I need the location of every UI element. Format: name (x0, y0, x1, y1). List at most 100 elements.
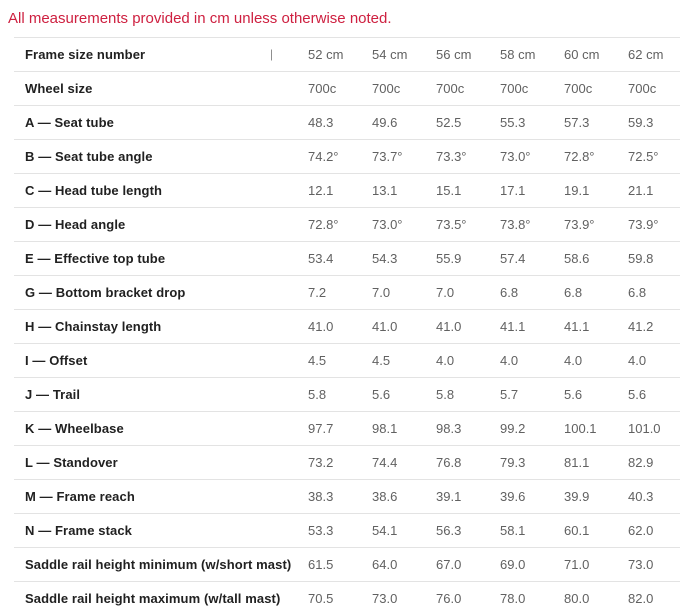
cell-value: 74.4 (372, 455, 398, 470)
row-label: N — Frame stack (25, 523, 132, 538)
cell-value: 53.3 (308, 523, 334, 538)
cell-value: 700c (628, 81, 657, 96)
cell-value: 60.1 (564, 523, 590, 538)
cell-value: 6.8 (564, 285, 583, 300)
cell-value: 67.0 (436, 557, 462, 572)
cell-value: 5.6 (564, 387, 583, 402)
cell-value: 73.0° (500, 149, 531, 164)
cell-value: 100.1 (564, 421, 597, 436)
cell-value: 700c (564, 81, 593, 96)
table-row: I — Offset 4.5 4.5 4.0 4.0 4.0 4.0 (14, 344, 680, 378)
cell-value: 54.3 (372, 251, 398, 266)
cell-value: 70.5 (308, 591, 334, 606)
cell-value: 7.0 (436, 285, 455, 300)
table-row: N — Frame stack 53.3 54.1 56.3 58.1 60.1 62.0 (14, 514, 680, 548)
table-rows: Wheel size 700c 700c 700c 700c 700c 700c A — Se… (14, 72, 680, 612)
table-row: Wheel size 700c 700c 700c 700c 700c 700c (14, 72, 680, 106)
cell-value: 72.8° (308, 217, 339, 232)
cell-value: 4.5 (372, 353, 391, 368)
cell-value: 700c (308, 81, 337, 96)
cell-value: 56.3 (436, 523, 462, 538)
cell-value: 57.3 (564, 115, 590, 130)
cell-value: 73.9° (628, 217, 659, 232)
cell-value: 38.3 (308, 489, 334, 504)
cell-value: 17.1 (500, 183, 526, 198)
cell-value: 4.0 (500, 353, 519, 368)
cell-value: 700c (436, 81, 465, 96)
cell-value: 76.0 (436, 591, 462, 606)
cell-value: 5.6 (628, 387, 647, 402)
cell-value: 58.1 (500, 523, 526, 538)
cell-value: 6.8 (500, 285, 519, 300)
cell-value: 41.0 (436, 319, 462, 334)
cell-value: 49.6 (372, 115, 398, 130)
cell-value: 81.1 (564, 455, 590, 470)
cell-value: 57.4 (500, 251, 526, 266)
cell-value: 76.8 (436, 455, 462, 470)
cell-value: 64.0 (372, 557, 398, 572)
cell-value: 39.1 (436, 489, 462, 504)
cell-value: 72.8° (564, 149, 595, 164)
cell-value: 73.3° (436, 149, 467, 164)
measurements-note: All measurements provided in cm unless o… (8, 10, 392, 27)
column-header-54cm: 54 cm (372, 47, 408, 62)
table-row: J — Trail 5.8 5.6 5.8 5.7 5.6 5.6 (14, 378, 680, 412)
row-label: B — Seat tube angle (25, 149, 153, 164)
cell-value: 52.5 (436, 115, 462, 130)
cell-value: 98.1 (372, 421, 398, 436)
cell-value: 82.9 (628, 455, 654, 470)
header-row-label-text: Frame size number (25, 47, 146, 62)
row-label: H — Chainstay length (25, 319, 162, 334)
cell-value: 73.8° (500, 217, 531, 232)
cell-value: 73.0 (372, 591, 398, 606)
cell-value: 4.0 (564, 353, 583, 368)
cell-value: 74.2° (308, 149, 339, 164)
cell-value: 38.6 (372, 489, 398, 504)
cell-value: 4.5 (308, 353, 327, 368)
cell-value: 4.0 (436, 353, 455, 368)
table-row: G — Bottom bracket drop 7.2 7.0 7.0 6.8 6.8 6.… (14, 276, 680, 310)
row-label: Wheel size (25, 81, 93, 96)
table-row: A — Seat tube 48.3 49.6 52.5 55.3 57.3 59.3 (14, 106, 680, 140)
row-label: Saddle rail height minimum (w/short mast… (25, 557, 292, 572)
cell-value: 39.9 (564, 489, 590, 504)
table-row: H — Chainstay length 41.0 41.0 41.0 41.1 41.1… (14, 310, 680, 344)
table-row: D — Head angle 72.8° 73.0° 73.5° 73.8° 73.9° 7… (14, 208, 680, 242)
cell-value: 55.3 (500, 115, 526, 130)
cell-value: 700c (500, 81, 529, 96)
header-row-label: Frame size number (14, 47, 308, 62)
cell-value: 5.7 (500, 387, 519, 402)
cell-value: 59.3 (628, 115, 654, 130)
cell-value: 61.5 (308, 557, 334, 572)
row-label: I — Offset (25, 353, 88, 368)
cell-value: 73.5° (436, 217, 467, 232)
info-marker-icon (271, 49, 272, 60)
cell-value: 99.2 (500, 421, 526, 436)
row-label: A — Seat tube (25, 115, 114, 130)
cell-value: 97.7 (308, 421, 334, 436)
cell-value: 98.3 (436, 421, 462, 436)
column-header-56cm: 56 cm (436, 47, 472, 62)
cell-value: 62.0 (628, 523, 654, 538)
cell-value: 7.2 (308, 285, 327, 300)
geometry-table: Frame size number 52 cm 54 cm 56 cm 58 c… (14, 37, 680, 612)
cell-value: 71.0 (564, 557, 590, 572)
cell-value: 59.8 (628, 251, 654, 266)
cell-value: 41.1 (500, 319, 526, 334)
cell-value: 4.0 (628, 353, 647, 368)
table-row: Saddle rail height maximum (w/tall mast)… (14, 582, 680, 612)
cell-value: 80.0 (564, 591, 590, 606)
cell-value: 41.2 (628, 319, 654, 334)
cell-value: 41.0 (372, 319, 398, 334)
table-header-row: Frame size number 52 cm 54 cm 56 cm 58 c… (14, 38, 680, 72)
cell-value: 7.0 (372, 285, 391, 300)
cell-value: 5.8 (436, 387, 455, 402)
cell-value: 39.6 (500, 489, 526, 504)
cell-value: 101.0 (628, 421, 661, 436)
cell-value: 73.0 (628, 557, 654, 572)
table-row: K — Wheelbase 97.7 98.1 98.3 99.2 100.1 101.0 (14, 412, 680, 446)
cell-value: 55.9 (436, 251, 462, 266)
cell-value: 12.1 (308, 183, 334, 198)
cell-value: 6.8 (628, 285, 647, 300)
row-label: E — Effective top tube (25, 251, 166, 266)
